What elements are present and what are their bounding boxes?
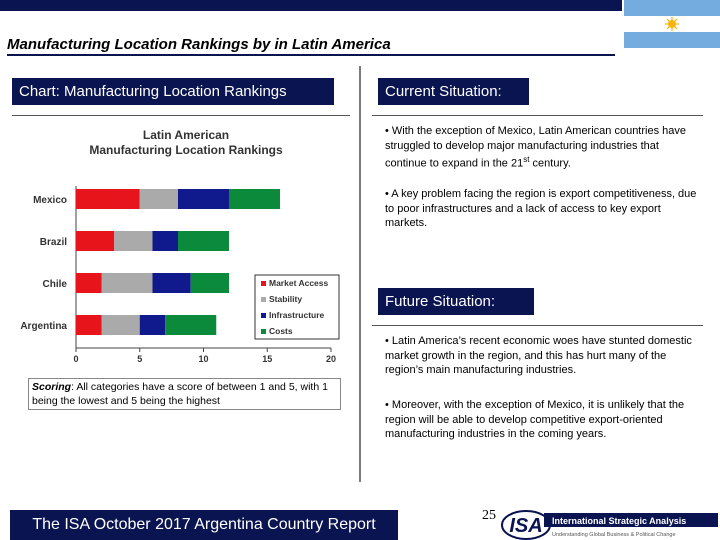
column-divider <box>359 66 361 482</box>
isa-logo: ISA International Strategic Analysis Und… <box>501 510 718 540</box>
current-bullet-1-text: • With the exception of Mexico, Latin Am… <box>385 125 687 170</box>
x-tick-label: 10 <box>198 354 208 364</box>
page-title: Manufacturing Location Rankings by in La… <box>7 36 391 53</box>
legend-entry: Market Access <box>269 278 328 288</box>
legend-swatch <box>261 281 266 286</box>
bar-mexico-stability <box>139 189 178 209</box>
left-header-rule <box>12 115 350 116</box>
logo-tagline: Understanding Global Business & Politica… <box>552 532 676 538</box>
legend-entry: Infrastructure <box>269 310 325 320</box>
footer-report-title: The ISA October 2017 Argentina Country R… <box>10 510 398 540</box>
logo-name: International Strategic Analysis <box>552 516 686 526</box>
scoring-label: Scoring <box>32 381 72 393</box>
chart-legend <box>254 274 340 340</box>
bar-argentina-stability <box>101 315 140 335</box>
scoring-note: Scoring: All categories have a score of … <box>28 378 341 410</box>
category-label-mexico: Mexico <box>33 195 67 206</box>
rankings-chart: Latin American Manufacturing Location Ran… <box>10 120 355 370</box>
bar-mexico-market-access <box>76 189 140 209</box>
legend-swatch <box>261 329 266 334</box>
x-tick-label: 0 <box>73 354 78 364</box>
bar-chile-costs <box>190 273 229 293</box>
top-banner <box>0 0 622 11</box>
legend-entry: Costs <box>269 326 293 336</box>
x-tick-label: 5 <box>137 354 142 364</box>
bar-brazil-infrastructure <box>152 231 178 251</box>
category-label-brazil: Brazil <box>40 237 67 248</box>
bar-argentina-market-access <box>76 315 102 335</box>
current-bullet-2: • A key problem facing the region is exp… <box>385 188 697 229</box>
page-number: 25 <box>482 508 496 523</box>
future-bullet-2: • Moreover, with the exception of Mexico… <box>385 399 685 440</box>
bar-brazil-costs <box>178 231 229 251</box>
bar-brazil-stability <box>114 231 153 251</box>
bar-chile-stability <box>101 273 153 293</box>
bar-chile-infrastructure <box>152 273 191 293</box>
bar-chile-market-access <box>76 273 102 293</box>
current-bullet-1: • With the exception of Mexico, Latin Am… <box>385 124 703 171</box>
current-header-rule <box>372 115 703 116</box>
current-bullet-1-sup: st <box>523 155 530 164</box>
bar-argentina-infrastructure <box>139 315 166 335</box>
chart-title: Latin American Manufacturing Location Ran… <box>89 128 283 157</box>
legend-swatch <box>261 313 266 318</box>
argentina-flag-icon <box>624 0 720 48</box>
scoring-text: : All categories have a score of between… <box>32 381 328 407</box>
future-header-rule <box>372 325 703 326</box>
legend-entry: Stability <box>269 294 302 304</box>
current-bullet-1-end: century. <box>529 157 571 170</box>
bar-mexico-infrastructure <box>178 189 229 209</box>
legend-swatch <box>261 297 266 302</box>
bar-argentina-costs <box>165 315 217 335</box>
future-bullet-1: • Latin America’s recent economic woes h… <box>385 335 692 376</box>
x-tick-label: 15 <box>262 354 272 364</box>
bar-brazil-market-access <box>76 231 115 251</box>
current-situation-header: Current Situation: <box>378 78 529 105</box>
logo-mark: ISA <box>509 515 542 537</box>
bar-mexico-costs <box>229 189 280 209</box>
title-rule <box>7 54 615 56</box>
future-situation-header: Future Situation: <box>378 288 534 315</box>
x-tick-label: 20 <box>326 354 336 364</box>
category-label-chile: Chile <box>43 279 68 290</box>
rankings-chart-svg: Latin American Manufacturing Location Ran… <box>20 128 340 364</box>
chart-section-header: Chart: Manufacturing Location Rankings <box>12 78 334 105</box>
category-label-argentina: Argentina <box>20 321 67 332</box>
